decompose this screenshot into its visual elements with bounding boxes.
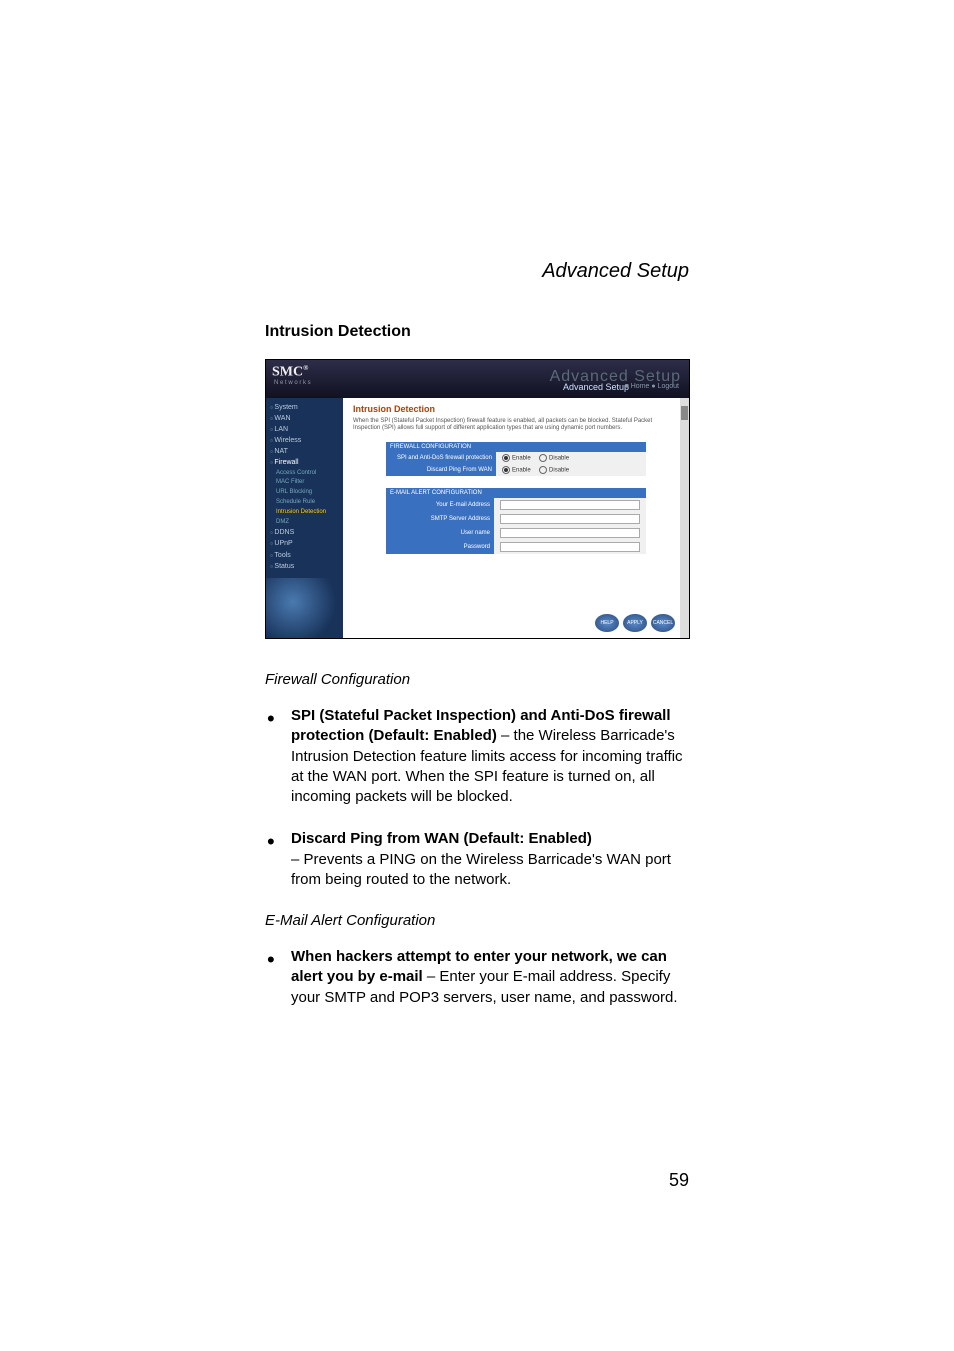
sidebar-nav: System WAN LAN Wireless NAT Firewall Acc… — [266, 398, 343, 638]
spi-row-label: SPI and Anti-DoS firewall protection — [386, 452, 496, 464]
bullet-ping-bold: Discard Ping from WAN (Default: Enabled) — [291, 830, 592, 847]
username-input[interactable] — [500, 528, 640, 538]
nav-ddns[interactable]: DDNS — [266, 527, 343, 538]
scrollbar-thumb[interactable] — [681, 406, 688, 420]
nav-access-control[interactable]: Access Control — [266, 469, 343, 479]
smc-logo: SMC® — [272, 364, 308, 381]
discard-ping-label: Discard Ping From WAN — [386, 464, 496, 476]
scrollbar[interactable] — [680, 398, 689, 638]
header-title: Advanced Setup — [563, 382, 629, 392]
nav-dmz[interactable]: DMZ — [266, 518, 343, 528]
smc-logo-subtitle: N e t w o r k s — [274, 380, 311, 386]
nav-wireless[interactable]: Wireless — [266, 435, 343, 446]
ping-enable-radio[interactable] — [502, 466, 510, 474]
bullet-email-alert: When hackers attempt to enter your netwo… — [291, 947, 689, 1008]
firewall-config-heading: Firewall Configuration — [265, 671, 689, 688]
screenshot-body: System WAN LAN Wireless NAT Firewall Acc… — [266, 398, 689, 638]
bullet-list-1: SPI (Stateful Packet Inspection) and Ant… — [265, 706, 689, 890]
apply-button[interactable]: APPLY — [623, 614, 647, 632]
nav-schedule-rule[interactable]: Schedule Rule — [266, 498, 343, 508]
bullet-discard-ping: Discard Ping from WAN (Default: Enabled)… — [291, 829, 689, 890]
bullet-ping-text: – Prevents a PING on the Wireless Barric… — [291, 851, 671, 888]
nav-nat[interactable]: NAT — [266, 446, 343, 457]
nav-mac-filter[interactable]: MAC Filter — [266, 478, 343, 488]
ping-disable-radio[interactable] — [539, 466, 547, 474]
email-alert-table: E-MAIL ALERT CONFIGURATION Your E-mail A… — [386, 488, 646, 554]
logout-link[interactable]: ● Logout — [651, 383, 679, 390]
email-group-header: E-MAIL ALERT CONFIGURATION — [386, 488, 646, 498]
help-button[interactable]: HELP — [595, 614, 619, 632]
firewall-config-table: FIREWALL CONFIGURATION SPI and Anti-DoS … — [386, 442, 646, 476]
smtp-server-label: SMTP Server Address — [386, 512, 494, 526]
bullet-list-2: When hackers attempt to enter your netwo… — [265, 947, 689, 1008]
username-label: User name — [386, 526, 494, 540]
firewall-group-header: FIREWALL CONFIGURATION — [386, 442, 646, 452]
nav-intrusion-detection[interactable]: Intrusion Detection — [266, 508, 343, 518]
spi-disable-radio[interactable] — [539, 454, 547, 462]
home-link[interactable]: ■ Home — [625, 383, 650, 390]
router-ui-screenshot: SMC® N e t w o r k s Advanced Setup Adva… — [265, 359, 690, 639]
smtp-server-input[interactable] — [500, 514, 640, 524]
action-buttons: HELP APPLY CANCEL — [595, 614, 675, 632]
nav-firewall[interactable]: Firewall — [266, 457, 343, 468]
nav-status[interactable]: Status — [266, 561, 343, 572]
document-page: Advanced Setup Intrusion Detection SMC® … — [0, 0, 954, 1351]
nav-tools[interactable]: Tools — [266, 550, 343, 561]
email-address-label: Your E-mail Address — [386, 498, 494, 512]
header-links: ■ Home ● Logout — [625, 383, 679, 390]
email-address-input[interactable] — [500, 500, 640, 510]
nav-system[interactable]: System — [266, 402, 343, 413]
cancel-button[interactable]: CANCEL — [651, 614, 675, 632]
nav-url-blocking[interactable]: URL Blocking — [266, 488, 343, 498]
spi-enable-radio[interactable] — [502, 454, 510, 462]
email-alert-heading: E-Mail Alert Configuration — [265, 912, 689, 929]
page-number: 59 — [669, 1170, 689, 1191]
nav-upnp[interactable]: UPnP — [266, 538, 343, 549]
screenshot-header: SMC® N e t w o r k s Advanced Setup Adva… — [266, 360, 689, 398]
running-header: Advanced Setup — [265, 260, 689, 283]
content-panel: Intrusion Detection When the SPI (Statef… — [343, 398, 689, 638]
content-title: Intrusion Detection — [353, 404, 679, 414]
sidebar-decoration-image — [266, 578, 343, 638]
spi-row-value: Enable Disable — [496, 452, 646, 464]
discard-ping-value: Enable Disable — [496, 464, 646, 476]
bullet-spi: SPI (Stateful Packet Inspection) and Ant… — [291, 706, 689, 807]
password-label: Password — [386, 540, 494, 554]
nav-lan[interactable]: LAN — [266, 424, 343, 435]
nav-wan[interactable]: WAN — [266, 413, 343, 424]
password-input[interactable] — [500, 542, 640, 552]
content-description: When the SPI (Stateful Packet Inspection… — [353, 418, 679, 432]
section-title: Intrusion Detection — [265, 323, 689, 341]
